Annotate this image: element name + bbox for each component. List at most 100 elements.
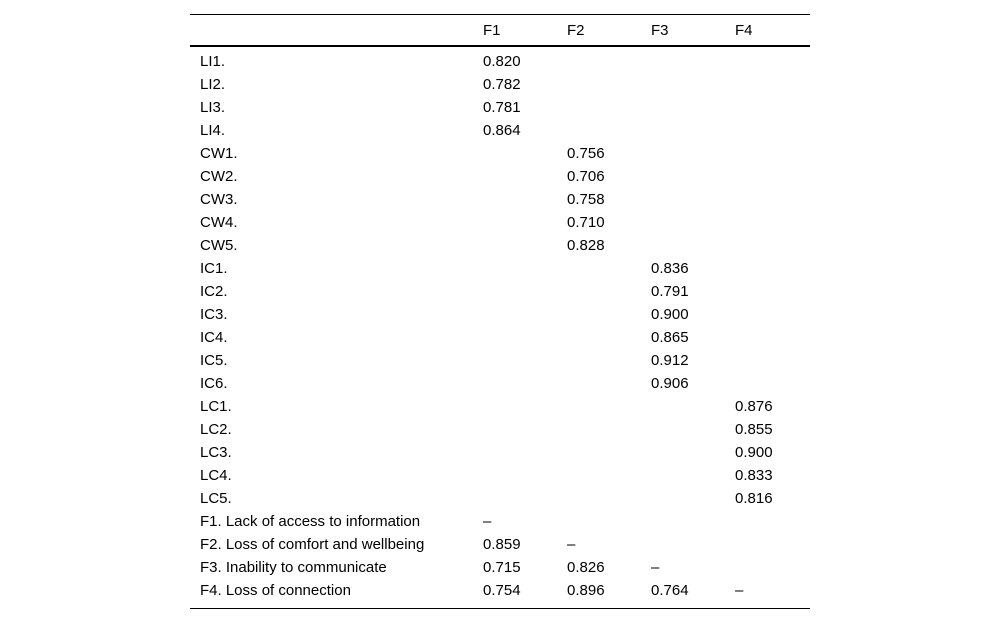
table-header: F1 F2 F3 F4 [190, 14, 810, 47]
cell-f4 [735, 211, 810, 234]
cell-f3: 0.865 [651, 329, 689, 346]
table-row: F2. Loss of comfort and wellbeing 0.859 – [190, 533, 810, 556]
cell-f3 [651, 119, 735, 142]
table-row: IC3. 0.900 [190, 303, 810, 326]
cell-f2 [567, 303, 651, 326]
cell-f3 [651, 211, 735, 234]
cell-f1 [483, 418, 567, 441]
cell-f2: – [567, 536, 576, 553]
cell-f1 [483, 441, 567, 464]
row-label: LC3. [200, 444, 232, 461]
cell-f2: 0.826 [567, 559, 605, 576]
row-label: CW4. [200, 214, 238, 231]
cell-f3: 0.906 [651, 375, 689, 392]
cell-f1 [483, 211, 567, 234]
row-label: IC4. [200, 329, 228, 346]
cell-f2 [567, 73, 651, 96]
cell-f4: 0.900 [735, 444, 773, 461]
cell-f2 [567, 464, 651, 487]
cell-f4 [735, 556, 810, 579]
cell-f3: 0.900 [651, 306, 689, 323]
cell-f1 [483, 487, 567, 510]
table-row: LI4. 0.864 [190, 119, 810, 142]
cell-f4: 0.816 [735, 490, 773, 507]
cell-f4 [735, 234, 810, 257]
table-row: IC4. 0.865 [190, 326, 810, 349]
row-label: IC1. [200, 260, 228, 277]
cell-f3 [651, 96, 735, 119]
cell-f4 [735, 303, 810, 326]
cell-f2: 0.706 [567, 168, 605, 185]
cell-f2: 0.756 [567, 145, 605, 162]
row-label: F2. Loss of comfort and wellbeing [200, 536, 425, 553]
row-label: IC5. [200, 352, 228, 369]
cell-f3 [651, 533, 735, 556]
row-label: IC2. [200, 283, 228, 300]
row-label: CW3. [200, 191, 238, 208]
table-row: CW2. 0.706 [190, 165, 810, 188]
cell-f3: 0.791 [651, 283, 689, 300]
header-f2: F2 [567, 14, 651, 47]
table-row: CW3. 0.758 [190, 188, 810, 211]
cell-f4 [735, 119, 810, 142]
cell-f1 [483, 349, 567, 372]
cell-f3 [651, 418, 735, 441]
row-label: LC1. [200, 398, 232, 415]
table-row: LC2. 0.855 [190, 418, 810, 441]
table-row: F3. Inability to communicate 0.715 0.826 – [190, 556, 810, 579]
table-row: CW5. 0.828 [190, 234, 810, 257]
table-row: F1. Lack of access to information – [190, 510, 810, 533]
cell-f4 [735, 165, 810, 188]
cell-f4: 0.855 [735, 421, 773, 438]
row-label: CW1. [200, 145, 238, 162]
header-item-column [190, 14, 483, 47]
cell-f1 [483, 234, 567, 257]
cell-f4: – [735, 582, 744, 599]
table-row: F4. Loss of connection 0.754 0.896 0.764 – [190, 579, 810, 609]
cell-f4: 0.876 [735, 398, 773, 415]
cell-f3 [651, 395, 735, 418]
cell-f1: 0.715 [483, 559, 521, 576]
cell-f4 [735, 372, 810, 395]
table-row: LI3. 0.781 [190, 96, 810, 119]
cell-f2: 0.758 [567, 191, 605, 208]
header-row: F1 F2 F3 F4 [190, 14, 810, 47]
cell-f1: 0.864 [483, 122, 521, 139]
cell-f1 [483, 372, 567, 395]
cell-f1 [483, 303, 567, 326]
row-label: CW5. [200, 237, 238, 254]
cell-f3 [651, 165, 735, 188]
header-f1: F1 [483, 14, 567, 47]
row-label: LC2. [200, 421, 232, 438]
cell-f1 [483, 326, 567, 349]
table-row: LC4. 0.833 [190, 464, 810, 487]
row-label: F1. Lack of access to information [200, 513, 421, 530]
cell-f2 [567, 372, 651, 395]
cell-f3 [651, 234, 735, 257]
cell-f3: – [651, 559, 660, 576]
cell-f3 [651, 464, 735, 487]
header-f4: F4 [735, 14, 810, 47]
cell-f2 [567, 326, 651, 349]
cell-f1 [483, 142, 567, 165]
row-label: F3. Inability to communicate [200, 559, 387, 576]
table-row: IC1. 0.836 [190, 257, 810, 280]
cell-f4 [735, 510, 810, 533]
table-row: CW1. 0.756 [190, 142, 810, 165]
cell-f1: 0.820 [483, 53, 521, 70]
table-row: LC5. 0.816 [190, 487, 810, 510]
row-label: LI1. [200, 53, 226, 70]
cell-f4 [735, 188, 810, 211]
row-label: CW2. [200, 168, 238, 185]
table-row: IC6. 0.906 [190, 372, 810, 395]
header-f3: F3 [651, 14, 735, 47]
cell-f2 [567, 349, 651, 372]
cell-f1 [483, 257, 567, 280]
cell-f1: 0.782 [483, 76, 521, 93]
cell-f3: 0.912 [651, 352, 689, 369]
row-label: LC5. [200, 490, 232, 507]
cell-f4 [735, 96, 810, 119]
cell-f1: 0.859 [483, 536, 521, 553]
cell-f4 [735, 142, 810, 165]
cell-f3 [651, 46, 735, 73]
